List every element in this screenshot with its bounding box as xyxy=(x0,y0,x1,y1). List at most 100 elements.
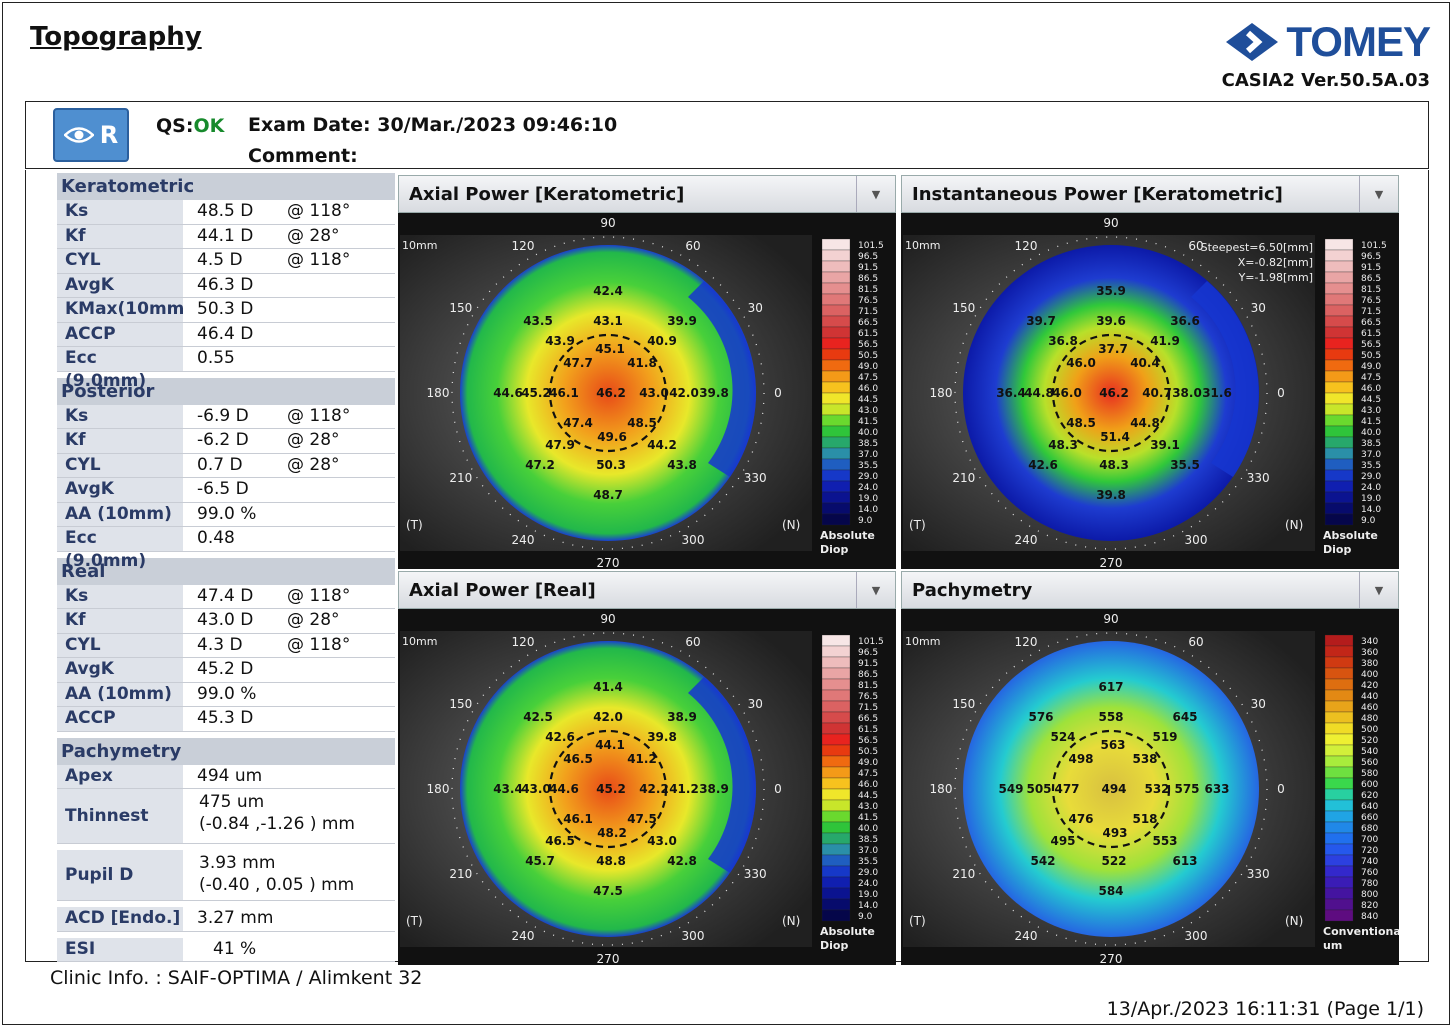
map-value: 46.5 xyxy=(545,834,575,848)
scale-swatch xyxy=(1324,491,1354,504)
map-value: 42.4 xyxy=(593,284,623,298)
tick-ring xyxy=(954,632,1268,946)
angle-label: 150 xyxy=(952,301,975,315)
scale-swatch xyxy=(821,755,851,768)
scale-swatch xyxy=(1324,645,1354,658)
map-value: 498 xyxy=(1068,752,1093,766)
scale-swatch xyxy=(1324,744,1354,757)
scale-swatch xyxy=(821,689,851,702)
map-value: 538 xyxy=(1132,752,1157,766)
scale-value: 56.5 xyxy=(1361,340,1381,350)
scale-value: 9.0 xyxy=(858,516,873,526)
scale-swatch xyxy=(1324,865,1354,878)
exam-header: R QS:OK Exam Date: 30/Mar./2023 09:46:10… xyxy=(25,101,1429,169)
map-value: 553 xyxy=(1152,834,1177,848)
scale-value: 61.5 xyxy=(858,329,878,339)
keratometric-value: 0.55 xyxy=(183,347,287,371)
pupil-circle xyxy=(1051,729,1171,849)
scale-swatch xyxy=(1324,733,1354,746)
scale-swatch xyxy=(1324,238,1354,251)
map-dropdown-button[interactable]: ▼ xyxy=(856,572,895,608)
angle-label: 210 xyxy=(449,471,472,485)
posterior-label: Ks xyxy=(57,404,183,428)
posterior-angle xyxy=(287,502,395,526)
scale-value: 66.5 xyxy=(858,318,878,328)
scale-value: 86.5 xyxy=(858,670,878,680)
real-row: ACCP 45.3 D xyxy=(57,707,395,732)
map-value: 476 xyxy=(1068,812,1093,826)
scale-swatch xyxy=(821,249,851,262)
map-value: 39.8 xyxy=(1096,488,1126,502)
map-value: 45.1 xyxy=(595,342,625,356)
scale-value: 29.0 xyxy=(858,868,878,878)
map-value: 41.2 xyxy=(627,752,657,766)
row-esi: ESI 41 % xyxy=(57,937,395,962)
scale-swatch xyxy=(821,645,851,658)
map-axial-keratometric[interactable]: Axial Power [Keratometric] ▼ 90 60 30 0 330 30… xyxy=(398,175,896,569)
posterior-row: Ecc (9.0mm) 0.48 xyxy=(57,527,395,571)
pupil-value: 3.93 mm xyxy=(199,853,276,873)
scale-swatch xyxy=(821,634,851,647)
keratometric-value: 44.1 D xyxy=(183,224,287,248)
scale-value: 14.0 xyxy=(1361,505,1381,515)
qs-value: OK xyxy=(193,115,225,137)
scale-swatch xyxy=(821,810,851,823)
real-row: Kf 43.0 D @ 28° xyxy=(57,609,395,634)
map-value: 42.6 xyxy=(1028,458,1058,472)
scale-swatch xyxy=(821,876,851,889)
real-angle xyxy=(287,682,395,706)
scale-value: 81.5 xyxy=(858,285,878,295)
posterior-value: -6.9 D xyxy=(183,404,287,428)
posterior-label: AvgK xyxy=(57,478,183,502)
scale-swatch xyxy=(821,788,851,801)
real-row: CYL 4.3 D @ 118° xyxy=(57,633,395,658)
scale-value: 44.5 xyxy=(858,791,878,801)
scale-unit-sub: Diop xyxy=(1323,543,1351,556)
real-label: AA (10mm) xyxy=(57,682,183,706)
map-value: 522 xyxy=(1101,854,1126,868)
map-value: 46.1 xyxy=(549,386,579,400)
keratometric-row: Ks 48.5 D @ 118° xyxy=(57,200,395,225)
keratometric-row: Ecc (9.0mm)0.55 xyxy=(57,347,395,391)
real-label: Ks xyxy=(57,584,183,608)
temporal-label: (T) xyxy=(406,914,423,928)
posterior-label: Kf xyxy=(57,429,183,453)
scale-value: 720 xyxy=(1361,846,1378,856)
eye-side-badge[interactable]: R xyxy=(53,108,129,162)
map-axial-real[interactable]: Axial Power [Real] ▼ 90 60 30 0 330 300 270 240 2… xyxy=(398,571,896,965)
scale-swatch xyxy=(1324,282,1354,295)
map-value: 48.8 xyxy=(596,854,626,868)
real-row: AA (10mm) 99.0 % xyxy=(57,682,395,707)
scale-value: 76.5 xyxy=(858,296,878,306)
scale-swatch xyxy=(1324,711,1354,724)
scale-swatch xyxy=(821,843,851,856)
scale-value: 71.5 xyxy=(1361,307,1381,317)
row-thinnest: Thinnest 475 um (-0.84 ,-1.26 ) mm xyxy=(57,789,395,844)
map-value: 493 xyxy=(1102,826,1127,840)
esi-label: ESI xyxy=(57,937,183,961)
keratometric-angle: @ 28° xyxy=(287,224,395,248)
map-value: 47.9 xyxy=(545,438,575,452)
scale-unit: Absolute xyxy=(1323,529,1378,542)
map-value: 575 xyxy=(1174,782,1199,796)
keratometric-angle xyxy=(287,322,395,346)
keratometric-label: Kf xyxy=(57,224,183,248)
scale-value: 14.0 xyxy=(858,505,878,515)
map-value: 48.2 xyxy=(597,826,627,840)
scale-swatch xyxy=(821,733,851,746)
scale-swatch xyxy=(1324,722,1354,735)
scale-swatch xyxy=(821,898,851,911)
scale-swatch xyxy=(821,271,851,284)
map-instantaneous-keratometric[interactable]: Instantaneous Power [Keratometric] ▼ 90 60… xyxy=(901,175,1399,569)
map-dropdown-button[interactable]: ▼ xyxy=(1359,572,1398,608)
map-dropdown-button[interactable]: ▼ xyxy=(1359,176,1398,212)
scale-swatch xyxy=(1324,689,1354,702)
map-pachymetry[interactable]: Pachymetry ▼ 90 60 30 0 330 300 270 240 210 180 150… xyxy=(901,571,1399,965)
map-dropdown-button[interactable]: ▼ xyxy=(856,176,895,212)
posterior-row: AA (10mm) 99.0 % xyxy=(57,502,395,527)
eye-icon xyxy=(63,127,94,143)
posterior-row: Kf -6.2 D @ 28° xyxy=(57,429,395,454)
thinnest-value: 475 um xyxy=(199,792,265,812)
map-value: 43.1 xyxy=(593,314,623,328)
